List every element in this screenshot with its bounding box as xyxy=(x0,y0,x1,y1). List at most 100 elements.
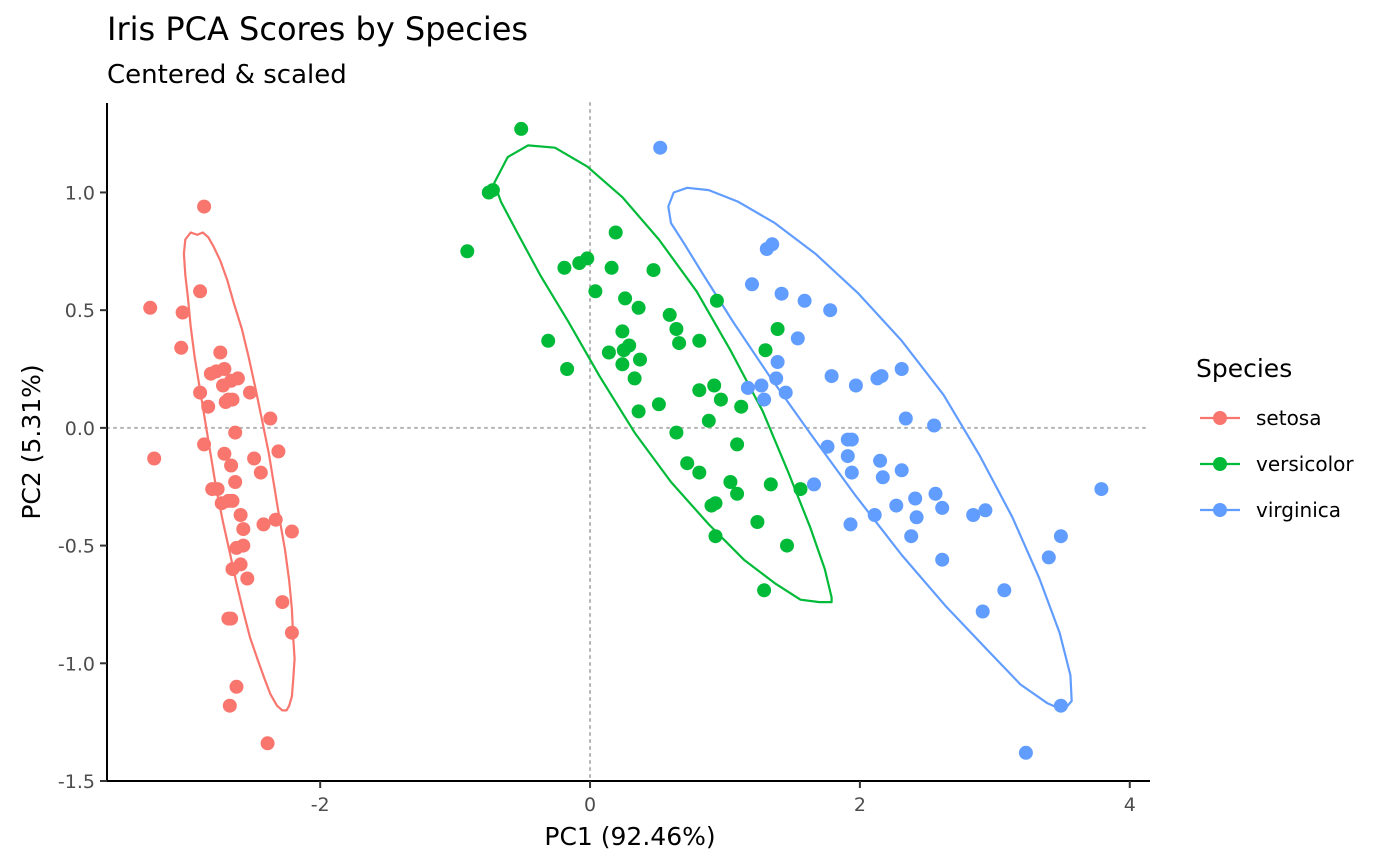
versicolor-point xyxy=(750,515,765,529)
y-tick-label: 0.5 xyxy=(65,300,95,322)
setosa-point xyxy=(197,437,212,452)
y-axis-title: PC2 (5.31%) xyxy=(17,364,46,519)
setosa-point xyxy=(236,522,251,537)
virginica-point xyxy=(873,453,888,468)
plot-area: -2 0 2 4 -1.5 -1.0 -0.5 0.0 0.5 1.0 xyxy=(58,102,1151,816)
chart-title: Iris PCA Scores by Species xyxy=(107,10,528,48)
versicolor-point xyxy=(646,263,661,278)
virginica-point xyxy=(754,378,769,393)
versicolor-point xyxy=(709,293,724,308)
versicolor-point xyxy=(723,475,738,489)
setosa-point xyxy=(284,524,299,539)
setosa-point xyxy=(201,399,216,414)
versicolor-point xyxy=(572,256,587,271)
legend-key-point-versicolor xyxy=(1213,457,1227,471)
setosa-confidence-ellipse xyxy=(182,231,296,712)
versicolor-point xyxy=(627,371,642,386)
virginica-point xyxy=(908,491,923,506)
virginica-point xyxy=(997,583,1012,598)
versicolor-point xyxy=(793,482,808,497)
virginica-point xyxy=(975,604,990,619)
virginica-point xyxy=(770,355,785,369)
versicolor-point xyxy=(481,185,496,200)
setosa-point xyxy=(233,508,248,522)
setosa-point xyxy=(213,345,228,360)
legend-label-virginica: virginica xyxy=(1256,498,1341,522)
versicolor-point xyxy=(672,336,687,351)
virginica-point xyxy=(843,517,858,532)
setosa-point xyxy=(268,512,283,527)
versicolor-point xyxy=(692,465,707,480)
virginica-point xyxy=(844,465,859,480)
versicolor-point xyxy=(460,244,475,259)
setosa-point xyxy=(174,340,189,355)
setosa-point xyxy=(175,305,190,320)
virginica-point xyxy=(797,293,812,308)
virginica-point xyxy=(840,449,855,464)
legend-label-setosa: setosa xyxy=(1256,406,1321,430)
versicolor-point xyxy=(692,333,707,348)
virginica-point xyxy=(757,392,772,407)
setosa-point xyxy=(225,493,240,508)
virginica-point xyxy=(875,470,890,485)
setosa-point xyxy=(275,595,290,610)
versicolor-point xyxy=(669,425,684,440)
setosa-point xyxy=(197,199,212,214)
versicolor-point xyxy=(631,300,646,315)
versicolor-point xyxy=(514,121,529,136)
versicolor-point xyxy=(680,456,695,471)
virginica-point xyxy=(769,371,784,386)
setosa-point xyxy=(229,679,244,694)
setosa-point xyxy=(193,385,208,400)
versicolor-point xyxy=(588,284,603,299)
versicolor-point xyxy=(557,260,572,275)
versicolor-point xyxy=(758,343,773,358)
legend-key-point-virginica xyxy=(1213,503,1227,517)
virginica-point xyxy=(1094,482,1109,497)
virginica-point xyxy=(889,498,904,513)
x-tick-label: 0 xyxy=(584,794,596,816)
virginica-point xyxy=(740,380,755,395)
legend-label-versicolor: versicolor xyxy=(1256,452,1354,476)
setosa-point xyxy=(230,371,245,386)
versicolor-point xyxy=(615,324,630,339)
virginica-point xyxy=(759,242,774,256)
virginica-point xyxy=(935,500,950,515)
virginica-point xyxy=(823,303,838,318)
virginica-point xyxy=(807,477,821,492)
virginica-point xyxy=(778,385,793,400)
legend: Species setosa versicolor virginica xyxy=(1196,354,1354,522)
versicolor-point xyxy=(669,322,684,336)
virginica-point xyxy=(1018,745,1033,760)
virginica-point xyxy=(935,552,950,567)
versicolor-point xyxy=(730,486,745,501)
setosa-point xyxy=(260,736,275,751)
setosa-point xyxy=(240,571,255,586)
setosa-point xyxy=(217,362,232,376)
setosa-point xyxy=(228,425,243,440)
versicolor-point xyxy=(615,357,630,372)
versicolor-point xyxy=(618,291,633,306)
virginica-point xyxy=(928,486,943,501)
versicolor-point xyxy=(560,362,575,376)
versicolor-point xyxy=(701,413,716,428)
versicolor-point xyxy=(704,498,719,513)
setosa-point xyxy=(218,395,233,409)
versicolor-point xyxy=(633,352,647,367)
virginica-point xyxy=(1053,698,1068,713)
virginica-point xyxy=(848,378,863,393)
setosa-point xyxy=(253,465,268,480)
virginica-point xyxy=(904,529,919,544)
versicolor-point xyxy=(608,225,623,240)
versicolor-point xyxy=(604,260,619,275)
versicolor-point xyxy=(780,538,794,553)
setosa-point xyxy=(217,446,232,461)
versicolor-point xyxy=(730,437,745,452)
virginica-point xyxy=(774,286,789,301)
virginica-point xyxy=(874,369,889,384)
versicolor-point xyxy=(707,378,722,393)
versicolor-confidence-ellipse xyxy=(493,144,833,604)
setosa-point xyxy=(243,385,257,400)
setosa-point xyxy=(284,625,299,640)
